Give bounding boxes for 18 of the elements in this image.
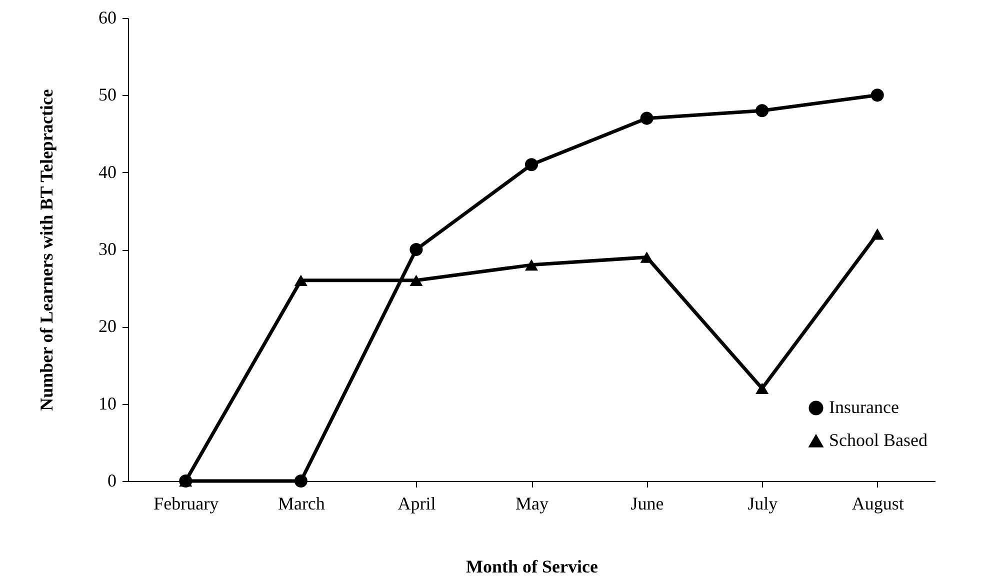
y-tick-label: 0 <box>108 470 116 490</box>
y-tick-label: 40 <box>98 162 116 182</box>
x-tick-label: June <box>630 494 664 514</box>
x-tick-label: August <box>852 494 904 514</box>
y-tick-label: 20 <box>98 316 116 336</box>
x-tick-label: February <box>154 494 219 514</box>
legend-label: Insurance <box>829 397 899 417</box>
legend-label: School Based <box>829 430 928 450</box>
x-tick-label: April <box>398 494 436 514</box>
x-axis-title: Month of Service <box>466 556 598 576</box>
y-tick-label: 30 <box>98 239 116 259</box>
x-tick-label: March <box>278 494 325 514</box>
y-tick-label: 10 <box>98 393 116 414</box>
y-axis-title: Number of Learners with BT Telepractice <box>36 89 56 411</box>
x-tick-label: July <box>748 494 778 514</box>
x-tick-label: May <box>516 494 548 514</box>
y-tick-label: 60 <box>98 8 116 28</box>
y-tick-label: 50 <box>98 84 116 105</box>
